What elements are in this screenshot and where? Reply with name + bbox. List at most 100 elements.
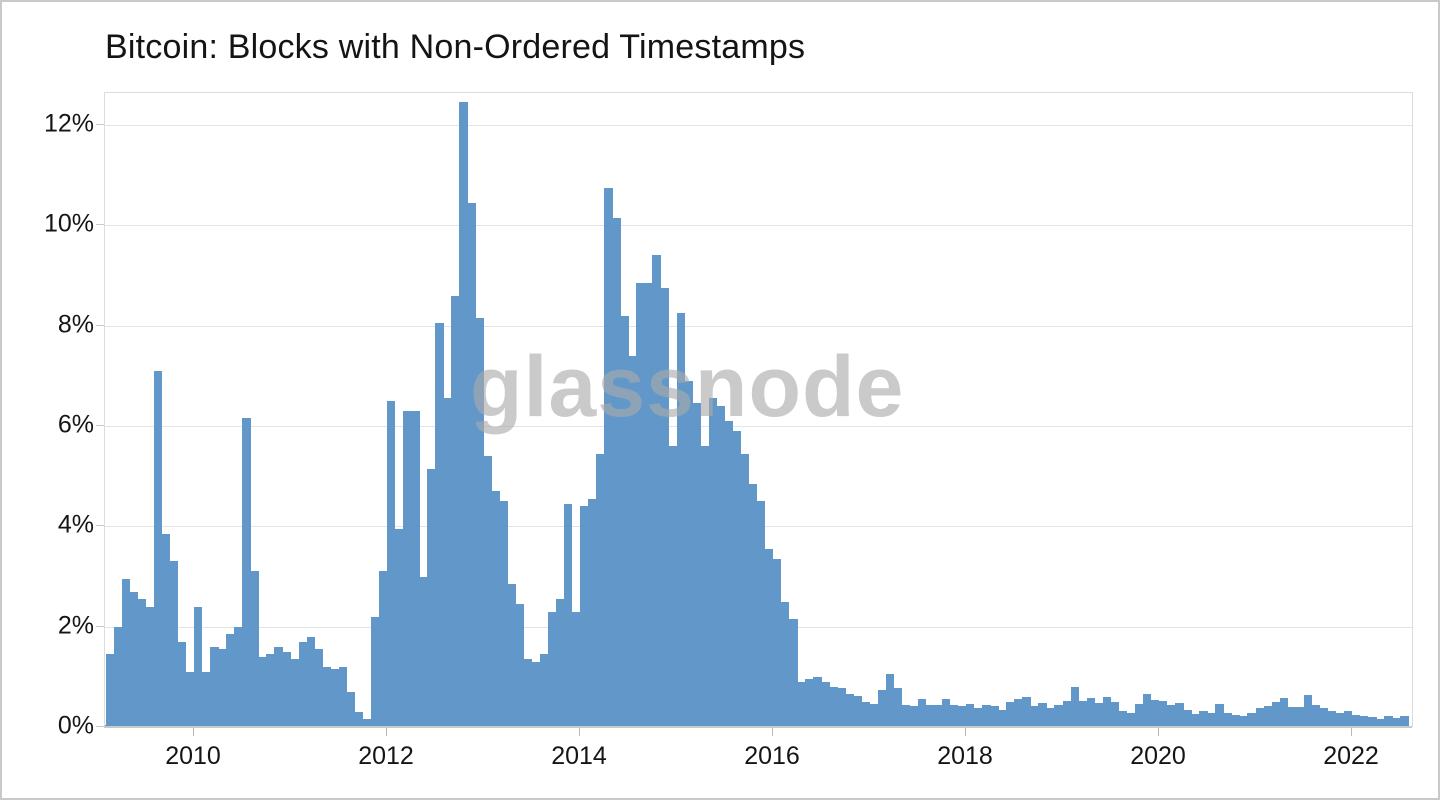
bar-2017-11[interactable]	[949, 705, 959, 727]
bar-2011-01[interactable]	[290, 659, 299, 727]
bar-2021-11[interactable]	[1335, 712, 1345, 727]
bar-2021-12[interactable]	[1343, 710, 1353, 727]
bar-2011-06[interactable]	[330, 669, 340, 727]
bar-2013-06[interactable]	[523, 659, 533, 727]
bar-2015-05[interactable]	[708, 398, 718, 727]
bar-2022-04[interactable]	[1376, 719, 1385, 727]
bar-2019-10[interactable]	[1134, 704, 1144, 727]
bar-2013-12[interactable]	[571, 611, 581, 727]
bar-2020-07[interactable]	[1207, 712, 1216, 727]
bar-2010-10[interactable]	[266, 654, 275, 727]
bar-2018-07[interactable]	[1014, 699, 1023, 727]
bar-2010-07[interactable]	[242, 418, 251, 727]
bar-2009-02[interactable]	[105, 654, 114, 727]
bar-2018-09[interactable]	[1030, 706, 1039, 727]
bar-2010-04[interactable]	[218, 649, 227, 727]
bar-2013-02[interactable]	[491, 491, 500, 727]
bar-2016-02[interactable]	[781, 601, 790, 727]
bar-2020-12[interactable]	[1247, 712, 1256, 727]
bar-2015-11[interactable]	[756, 501, 766, 727]
bar-2011-10[interactable]	[362, 719, 372, 727]
bar-2012-09[interactable]	[451, 295, 460, 727]
bar-2014-04[interactable]	[604, 187, 613, 727]
bar-2012-07[interactable]	[435, 323, 444, 727]
bar-2020-11[interactable]	[1239, 716, 1248, 727]
bar-2018-01[interactable]	[966, 704, 975, 727]
bar-2020-03[interactable]	[1175, 703, 1184, 727]
bar-2012-06[interactable]	[427, 468, 436, 727]
bar-2010-06[interactable]	[234, 626, 243, 727]
bar-2021-08[interactable]	[1311, 704, 1321, 727]
bar-2012-11[interactable]	[467, 202, 476, 727]
bar-2016-03[interactable]	[789, 619, 798, 727]
bar-2017-06[interactable]	[909, 705, 919, 727]
bar-2016-10[interactable]	[845, 694, 854, 727]
bar-2009-12[interactable]	[185, 671, 195, 727]
bar-2018-06[interactable]	[1006, 701, 1015, 727]
bar-2011-11[interactable]	[370, 616, 380, 727]
bar-2012-05[interactable]	[419, 576, 428, 727]
bar-2016-12[interactable]	[861, 701, 870, 727]
bar-2011-04[interactable]	[314, 649, 324, 727]
bar-2015-03[interactable]	[692, 403, 702, 727]
bar-2015-07[interactable]	[724, 420, 734, 727]
bar-2016-11[interactable]	[853, 695, 862, 727]
bar-2022-06[interactable]	[1392, 718, 1401, 727]
bar-2018-02[interactable]	[974, 707, 983, 727]
bar-2010-01[interactable]	[194, 606, 203, 727]
bar-2014-03[interactable]	[596, 453, 605, 727]
bar-2009-03[interactable]	[113, 626, 123, 727]
bar-2013-10[interactable]	[555, 599, 565, 727]
bar-2019-03[interactable]	[1078, 700, 1088, 727]
bar-2019-06[interactable]	[1102, 696, 1112, 727]
bar-2020-09[interactable]	[1223, 712, 1232, 727]
bar-2015-04[interactable]	[700, 446, 710, 727]
bar-2013-07[interactable]	[531, 661, 541, 727]
bar-2018-04[interactable]	[990, 706, 999, 727]
bar-2016-09[interactable]	[837, 687, 846, 727]
bar-2014-06[interactable]	[620, 315, 629, 727]
bar-2009-05[interactable]	[129, 591, 139, 727]
bar-2017-01[interactable]	[869, 704, 878, 727]
bar-2014-11[interactable]	[660, 288, 669, 727]
bar-2013-03[interactable]	[499, 501, 509, 727]
bar-2014-07[interactable]	[628, 355, 637, 727]
bar-2010-03[interactable]	[210, 646, 219, 727]
bar-2021-07[interactable]	[1303, 695, 1313, 727]
bar-2014-10[interactable]	[652, 255, 661, 727]
bar-2022-03[interactable]	[1368, 717, 1377, 727]
bar-2021-04[interactable]	[1279, 697, 1289, 727]
bar-2014-12[interactable]	[668, 446, 677, 727]
bar-2009-06[interactable]	[137, 599, 147, 727]
bar-2020-04[interactable]	[1183, 709, 1192, 727]
bar-2012-02[interactable]	[395, 528, 404, 727]
bar-2012-10[interactable]	[459, 102, 468, 727]
bar-2022-07[interactable]	[1400, 715, 1409, 727]
bar-2010-11[interactable]	[274, 646, 283, 727]
bar-2017-04[interactable]	[893, 687, 903, 727]
bar-2017-03[interactable]	[885, 674, 895, 727]
bar-2019-01[interactable]	[1062, 700, 1071, 727]
bar-2019-11[interactable]	[1142, 694, 1152, 727]
bar-2015-09[interactable]	[740, 453, 750, 727]
bar-2009-08[interactable]	[153, 370, 163, 727]
bar-2009-01[interactable]	[105, 724, 106, 727]
bar-2020-02[interactable]	[1167, 705, 1176, 727]
bar-2019-12[interactable]	[1150, 700, 1160, 727]
bar-2009-11[interactable]	[177, 641, 187, 727]
bar-2013-04[interactable]	[507, 584, 517, 727]
bar-2016-08[interactable]	[829, 686, 838, 727]
bar-2018-10[interactable]	[1038, 703, 1047, 727]
bar-2010-08[interactable]	[250, 571, 259, 727]
bar-2011-03[interactable]	[306, 636, 316, 727]
bar-2015-12[interactable]	[764, 548, 774, 727]
bar-2021-09[interactable]	[1319, 707, 1329, 727]
bar-2017-05[interactable]	[901, 705, 911, 727]
bar-2011-05[interactable]	[322, 666, 332, 727]
bar-2009-04[interactable]	[121, 579, 131, 727]
bar-2015-06[interactable]	[716, 405, 726, 727]
bar-2009-09[interactable]	[161, 533, 171, 727]
bar-2014-01[interactable]	[580, 506, 589, 727]
bar-2022-02[interactable]	[1360, 716, 1369, 727]
bar-2022-01[interactable]	[1352, 715, 1361, 727]
